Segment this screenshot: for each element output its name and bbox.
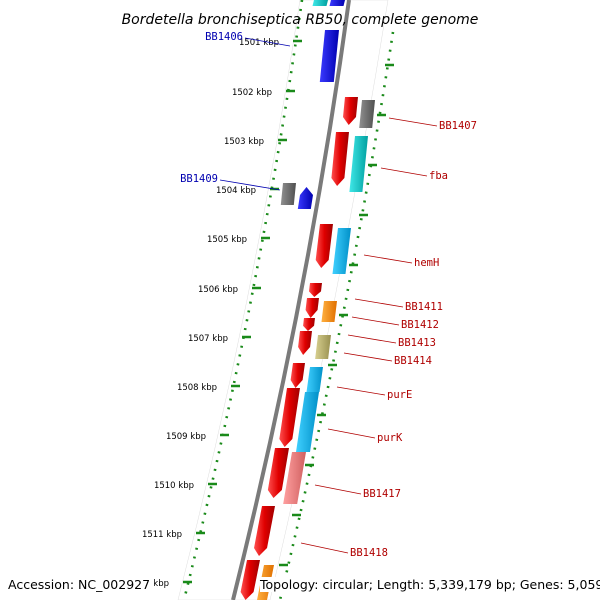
- gene-label: hemH: [414, 257, 439, 269]
- cog-block-orange: [321, 301, 337, 322]
- tick-label: 1507 kbp: [188, 334, 228, 344]
- tick-label: 1505 kbp: [207, 235, 247, 245]
- cog-block-skyblue: [306, 367, 323, 392]
- label-group: BB1406 BB1409 BB1407 fba hemH BB1411 BB1412 BB1…: [180, 31, 477, 559]
- gene-label: fba: [429, 170, 448, 182]
- gene-label: BB1413: [398, 337, 436, 349]
- cds-arrow: [331, 132, 349, 186]
- gene-leader-line: [351, 316, 400, 326]
- cog-block-blue: [319, 30, 339, 82]
- map-title: Bordetella bronchiseptica RB50, complete…: [122, 12, 479, 28]
- cog-arrow-blue: [297, 187, 313, 209]
- inner-tick-rail: [278, 31, 395, 600]
- cog-block-skyblue: [296, 392, 319, 452]
- gene-leader-line: [336, 386, 386, 396]
- gene-label: BB1412: [401, 319, 439, 331]
- gene-leader-line: [388, 117, 438, 127]
- tick-label: 1501 kbp: [239, 38, 279, 48]
- gene-label: BB1414: [394, 355, 432, 367]
- gene-leader-line: [327, 428, 376, 439]
- cog-block-skyblue: [332, 228, 351, 274]
- tick-label: 1510 kbp: [154, 481, 194, 491]
- cds-arrow: [290, 363, 305, 388]
- gene-label: purE: [387, 389, 412, 401]
- gene-label: BB1409: [180, 173, 218, 185]
- gene-label: BB1417: [363, 488, 401, 500]
- cog-block-gray: [280, 183, 296, 205]
- gene-leader-line: [380, 167, 428, 177]
- gene-leader-line: [314, 484, 362, 495]
- tick-label: 1504 kbp: [216, 186, 256, 196]
- gene-leader-line: [347, 334, 397, 344]
- accession-text: Accession: NC_002927: [8, 577, 151, 592]
- cds-arrow: [303, 318, 315, 331]
- tick-label: 1503 kbp: [224, 137, 264, 147]
- cds-arrow: [315, 224, 333, 268]
- cds-arrow: [267, 448, 289, 498]
- feature-band: [177, 0, 389, 600]
- backbone-line: [231, 0, 351, 600]
- cog-block-cyan: [312, 0, 328, 6]
- cds-arrow: [298, 331, 312, 355]
- gene-label: BB1407: [439, 120, 477, 132]
- tick-group: 1501 kbp 1502 kbp 1503 kbp 1504 kbp 1505 kbp…: [129, 38, 394, 589]
- gene-label: BB1406: [205, 31, 243, 43]
- tick-label: 1511 kbp: [142, 530, 182, 540]
- gene-leader-line: [343, 352, 393, 362]
- cog-block-khaki: [315, 335, 331, 359]
- gene-leader-line: [363, 254, 413, 264]
- cog-block-salmon: [283, 452, 306, 504]
- gene-leader-line: [219, 179, 281, 191]
- cds-arrow: [305, 298, 319, 318]
- tick-label: 1502 kbp: [232, 88, 272, 98]
- cog-block-cyan: [349, 136, 368, 192]
- gene-leader-line: [244, 37, 291, 47]
- cds-arrow: [279, 388, 300, 447]
- tick-label: 1509 kbp: [166, 432, 206, 442]
- cds-arrow: [254, 506, 275, 556]
- gene-leader-line: [300, 542, 349, 554]
- tick-label: 1508 kbp: [177, 383, 217, 393]
- cog-block-gray: [359, 100, 375, 128]
- gene-label: purK: [377, 432, 403, 444]
- cds-arrow: [240, 560, 260, 600]
- cog-block-blue: [329, 0, 345, 6]
- cds-arrow: [308, 283, 322, 297]
- cds-arrow: [343, 97, 358, 125]
- gene-label: BB1418: [350, 547, 388, 559]
- topology-text: Topology: circular; Length: 5,339,179 bp…: [260, 577, 600, 592]
- gene-label: BB1411: [405, 301, 443, 313]
- feature-group: [240, 0, 375, 600]
- gene-leader-line: [354, 298, 404, 308]
- tick-label: 1506 kbp: [198, 285, 238, 295]
